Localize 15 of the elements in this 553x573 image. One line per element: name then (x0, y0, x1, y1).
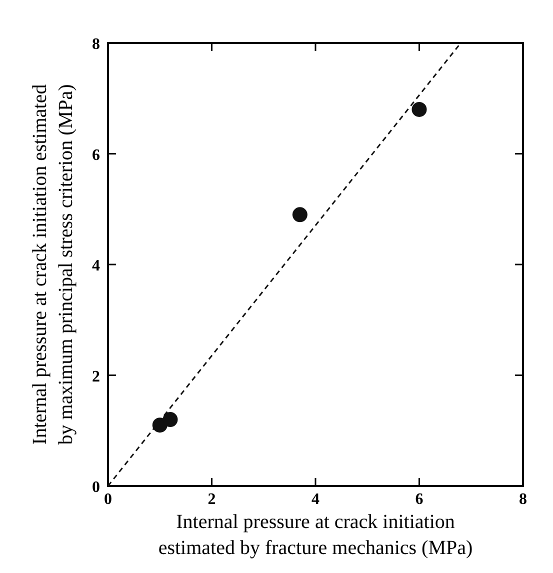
x-tick-label: 2 (208, 491, 216, 508)
x-tick-label: 0 (104, 491, 112, 508)
x-tick-label: 8 (519, 491, 527, 508)
point (412, 102, 427, 117)
x-axis-title: Internal pressure at crack initiation estimated by fracture mechanics (MPa) (158, 511, 473, 559)
y-tick-label: 8 (92, 36, 100, 53)
y-tick-label: 6 (92, 146, 100, 164)
y-tick-label: 2 (92, 368, 100, 386)
y-tick-label: 4 (92, 258, 100, 274)
y-axis-title: Internal pressure at crack initiation estimated by maximum principal stress criterion (MPa) (29, 84, 77, 445)
point (292, 207, 308, 222)
x-tick-label: 4 (312, 491, 320, 508)
point (162, 412, 178, 428)
y-tick-label: 0 (92, 479, 100, 496)
x-tick-label: 6 (415, 491, 424, 508)
